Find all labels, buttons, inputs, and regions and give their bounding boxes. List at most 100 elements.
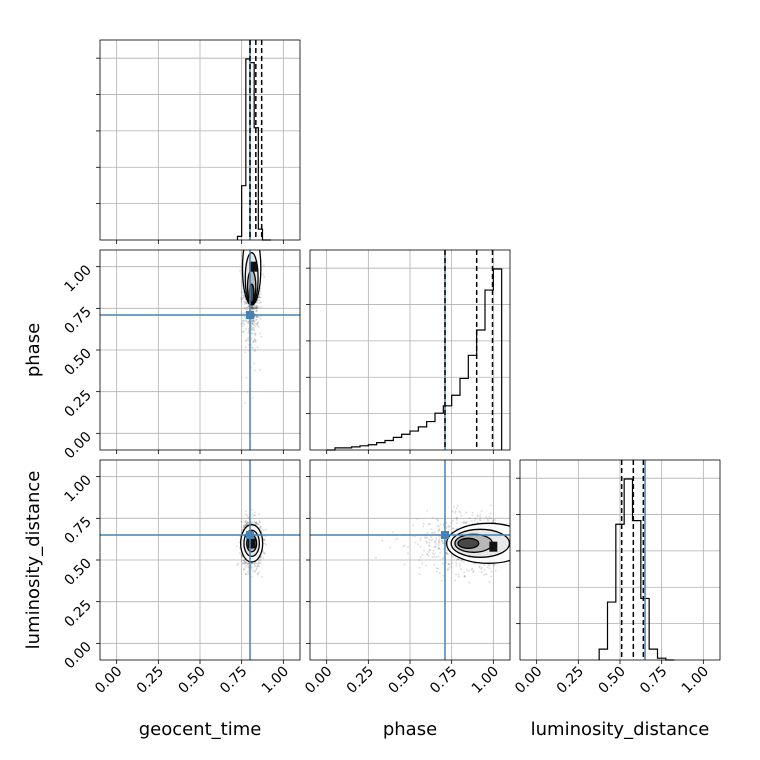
scatter-point: [253, 521, 256, 524]
scatter-point: [430, 535, 433, 538]
scatter-point: [463, 571, 466, 574]
scatter-point: [455, 518, 458, 521]
scatter-point: [419, 537, 422, 540]
scatter-point: [426, 532, 429, 535]
scatter-point: [255, 304, 258, 307]
scatter-point: [448, 525, 451, 528]
scatter-point: [436, 518, 439, 521]
scatter-point: [465, 521, 468, 524]
scatter-point: [244, 521, 247, 524]
y-tick-label: 0.00: [61, 429, 94, 462]
scatter-point: [460, 560, 463, 563]
scatter-point: [250, 337, 253, 340]
scatter-point: [403, 563, 406, 566]
scatter-point: [258, 558, 261, 561]
scatter-point: [244, 351, 247, 354]
scatter-point: [418, 558, 421, 561]
scatter-point: [250, 366, 253, 369]
scatter-point: [381, 539, 384, 542]
scatter-point: [485, 516, 488, 519]
scatter-point: [479, 513, 482, 516]
scatter-point: [256, 307, 259, 310]
scatter-point: [258, 332, 261, 335]
scatter-point: [470, 519, 473, 522]
scatter-point: [433, 563, 436, 566]
scatter-point: [244, 519, 247, 522]
scatter-point: [246, 308, 249, 311]
scatter-point: [447, 563, 450, 566]
scatter-points: [374, 504, 510, 584]
scatter-point: [493, 564, 496, 567]
scatter-point: [483, 568, 486, 571]
scatter-point: [259, 526, 262, 529]
scatter-point: [258, 369, 261, 372]
scatter-point: [428, 522, 431, 525]
scatter-point: [406, 546, 409, 549]
scatter-point: [431, 556, 434, 559]
scatter-point: [450, 521, 453, 524]
scatter-point: [265, 543, 268, 546]
scatter-point: [430, 528, 433, 531]
x-tick-label: 0.25: [134, 664, 167, 697]
scatter-point: [246, 563, 249, 566]
scatter-point: [242, 567, 245, 570]
scatter-point: [251, 306, 254, 309]
scatter-point: [418, 566, 421, 569]
x-tick-label: 0.50: [595, 664, 628, 697]
scatter-point: [438, 540, 441, 543]
scatter-point: [434, 541, 437, 544]
scatter-point: [450, 565, 453, 568]
scatter-point: [254, 339, 257, 342]
x-tick-label: 1.00: [679, 664, 712, 697]
scatter-point: [458, 562, 461, 565]
scatter-point: [245, 510, 248, 513]
density-peak: [247, 538, 256, 549]
scatter-point: [412, 524, 415, 527]
scatter-geocent_time-vs-phase: 0.00 0.25 0.50 0.75 1.00: [61, 249, 301, 462]
scatter-point: [437, 547, 440, 550]
scatter-point: [457, 575, 460, 578]
scatter-point: [463, 574, 466, 577]
scatter-point: [245, 302, 248, 305]
scatter-point: [258, 565, 261, 568]
scatter-point: [242, 325, 245, 328]
scatter-point: [247, 573, 250, 576]
scatter-point: [427, 550, 430, 553]
scatter-point: [252, 340, 255, 343]
scatter-point: [253, 304, 256, 307]
scatter-point: [492, 519, 495, 522]
scatter-point: [438, 537, 441, 540]
scatter-point: [245, 561, 248, 564]
scatter-point: [246, 571, 249, 574]
scatter-point: [240, 290, 243, 293]
scatter-point: [260, 305, 263, 308]
scatter-point: [242, 525, 245, 528]
scatter-point: [486, 565, 489, 568]
scatter-point: [413, 535, 416, 538]
scatter-point: [455, 506, 458, 509]
scatter-point: [242, 559, 245, 562]
scatter-point: [441, 557, 444, 560]
scatter-point: [257, 573, 260, 576]
scatter-point: [485, 573, 488, 576]
scatter-point: [263, 552, 266, 555]
scatter-point: [436, 519, 439, 522]
scatter-point: [437, 530, 440, 533]
scatter-point: [240, 555, 243, 558]
scatter-point: [255, 310, 258, 313]
scatter-point: [244, 346, 247, 349]
scatter-point: [431, 516, 434, 519]
scatter-point: [388, 546, 391, 549]
scatter-point: [473, 519, 476, 522]
scatter-point: [262, 557, 265, 560]
scatter-point: [459, 511, 462, 514]
scatter-point: [251, 307, 254, 310]
scatter-point: [441, 542, 444, 545]
scatter-point: [243, 568, 246, 571]
scatter-point: [435, 556, 438, 559]
scatter-point: [407, 552, 410, 555]
scatter-point: [239, 552, 242, 555]
scatter-point: [245, 562, 248, 565]
scatter-point: [244, 301, 247, 304]
scatter-point: [250, 306, 253, 309]
